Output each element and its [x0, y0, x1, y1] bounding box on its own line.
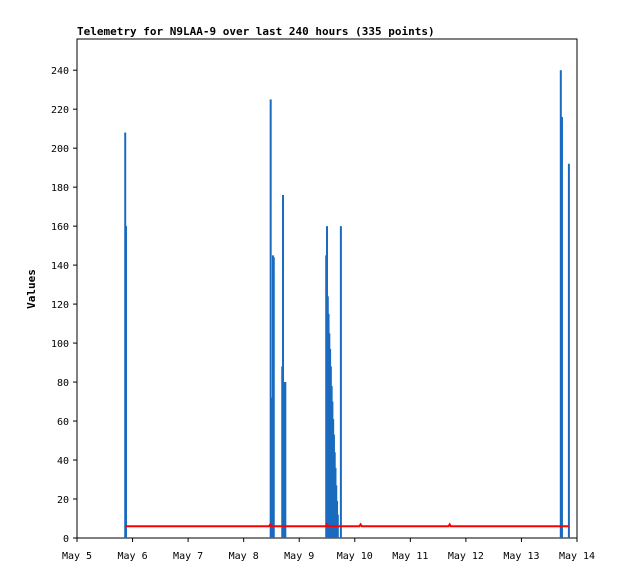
- bar: [270, 397, 273, 538]
- bar: [282, 194, 285, 538]
- x-tick-label: May 14: [559, 551, 595, 562]
- x-tick-label: May 9: [284, 551, 314, 562]
- chart-title: Telemetry for N9LAA-9 over last 240 hour…: [77, 25, 435, 38]
- x-tick-label: May 8: [229, 551, 259, 562]
- x-tick-label: May 10: [337, 551, 373, 562]
- y-tick-label: 100: [51, 339, 69, 350]
- bar: [560, 116, 563, 538]
- x-tick-label: May 11: [392, 551, 428, 562]
- y-tick-label: 220: [51, 105, 69, 116]
- y-tick-label: 140: [51, 261, 69, 272]
- bar: [559, 70, 562, 538]
- x-tick-label: May 7: [173, 551, 203, 562]
- bar: [339, 226, 342, 538]
- y-tick-label: 120: [51, 300, 69, 311]
- bar: [284, 382, 287, 538]
- bar: [567, 163, 570, 538]
- y-axis: 0 20 40 60 80 100 120 140 160 180 200 220 240: [51, 66, 77, 545]
- y-tick-label: 20: [57, 495, 69, 506]
- x-tick-label: May 6: [118, 551, 148, 562]
- line-path: [125, 522, 569, 528]
- y-axis-label: Values: [25, 269, 38, 309]
- bar-series: [124, 70, 570, 538]
- x-tick-label: May 13: [503, 551, 539, 562]
- y-tick-label: 0: [63, 534, 69, 545]
- y-tick-label: 160: [51, 222, 69, 233]
- bar: [124, 226, 127, 538]
- y-tick-label: 240: [51, 66, 69, 77]
- y-tick-label: 180: [51, 183, 69, 194]
- line-series: [125, 522, 569, 528]
- bar: [272, 257, 275, 538]
- y-tick-label: 200: [51, 144, 69, 155]
- y-tick-label: 60: [57, 417, 69, 428]
- bar: [269, 99, 272, 538]
- y-tick-label: 40: [57, 456, 69, 467]
- x-axis: May 5 May 6 May 7 May 8 May 9 May 10 May 11 May…: [62, 538, 595, 562]
- x-tick-label: May 5: [62, 551, 92, 562]
- y-tick-label: 80: [57, 378, 69, 389]
- x-tick-label: May 12: [448, 551, 484, 562]
